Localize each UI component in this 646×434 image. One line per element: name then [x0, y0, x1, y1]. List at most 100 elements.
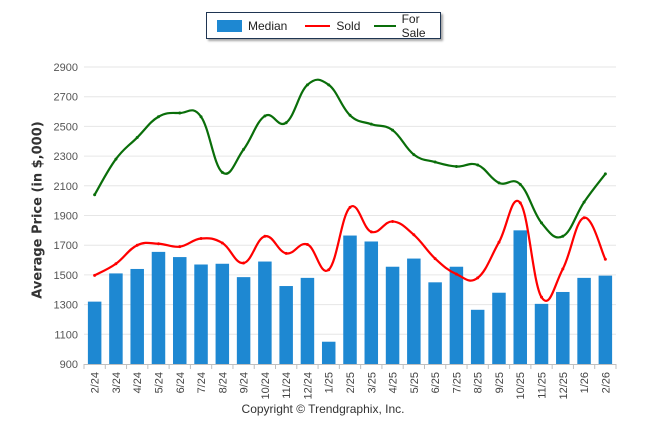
x-tick-label: 10/25 [515, 372, 527, 400]
bar-median [534, 303, 549, 364]
x-tick-label: 2/25 [345, 372, 357, 393]
point-for-sale [369, 122, 373, 126]
point-for-sale [156, 115, 160, 119]
line-series [93, 78, 607, 302]
point-for-sale [561, 234, 565, 238]
gridlines [84, 66, 616, 335]
bar-median [258, 261, 272, 364]
x-tick-label: 5/25 [409, 372, 421, 393]
point-sold [305, 242, 309, 246]
bar-median [321, 341, 336, 364]
x-tick-label: 8/24 [217, 372, 229, 393]
point-for-sale [242, 147, 246, 151]
x-tick-label: 1/25 [324, 372, 336, 393]
point-for-sale [348, 113, 352, 117]
y-tick-label: 2300 [54, 151, 78, 163]
point-for-sale [412, 153, 416, 157]
y-tick-label: 2500 [54, 121, 78, 133]
point-sold [220, 241, 224, 245]
legend-item-sold[interactable]: Sold [305, 19, 360, 33]
y-tick-label: 1900 [54, 211, 78, 223]
point-sold [93, 273, 97, 277]
bar-median [194, 264, 208, 364]
bar-median [428, 282, 442, 364]
x-tick-label: 9/25 [494, 372, 506, 393]
point-for-sale [476, 163, 480, 167]
x-tick-label: 2/24 [90, 372, 102, 393]
point-for-sale [178, 111, 182, 115]
bar-median [236, 277, 251, 364]
x-tick-label: 8/25 [473, 372, 485, 393]
point-sold [454, 272, 458, 276]
point-sold [497, 240, 501, 244]
x-tick-label: 4/25 [388, 372, 400, 393]
x-tick-label: 11/24 [281, 372, 293, 399]
point-for-sale [220, 170, 224, 174]
point-sold [156, 242, 160, 246]
point-for-sale [199, 115, 203, 119]
y-tick-label: 1500 [54, 270, 78, 282]
point-sold [561, 267, 565, 271]
for-sale-swatch-icon [374, 24, 396, 27]
point-for-sale [114, 157, 118, 161]
point-for-sale [305, 83, 309, 87]
x-tick-label: 1/26 [579, 372, 591, 393]
point-for-sale [327, 83, 331, 87]
bar-median [215, 263, 230, 364]
point-sold [603, 257, 607, 261]
point-sold [327, 268, 331, 272]
point-sold [540, 295, 544, 299]
point-sold [412, 233, 416, 237]
y-tick-label: 2900 [54, 62, 78, 74]
bar-median [364, 241, 379, 364]
bar-median [449, 266, 464, 364]
legend-label-median: Median [248, 18, 288, 33]
median-swatch-icon [217, 19, 242, 32]
point-for-sale [433, 160, 437, 164]
bar-median [513, 230, 527, 364]
point-sold [518, 201, 522, 205]
bar-median [151, 251, 166, 364]
bar-median [343, 235, 357, 364]
point-sold [348, 205, 352, 209]
y-tick-label: 1300 [54, 300, 78, 312]
bar-median [279, 286, 293, 364]
point-sold [369, 230, 373, 234]
bar-median [598, 275, 613, 364]
x-tick-label: 2/26 [600, 372, 612, 393]
x-tick-label: 3/25 [366, 372, 378, 393]
x-tick-label: 12/24 [302, 372, 314, 400]
x-tick-label: 11/25 [537, 372, 549, 399]
bar-median [407, 258, 421, 364]
legend: Median Sold For Sale [206, 12, 441, 40]
point-sold [433, 257, 437, 261]
legend-label-for-sale: For Sale [401, 11, 426, 40]
bar-median [385, 266, 400, 364]
bar-median [109, 273, 123, 364]
point-sold [178, 245, 182, 249]
x-tick-label: 9/24 [239, 372, 251, 393]
legend-item-for-sale[interactable]: For Sale [374, 12, 440, 40]
x-tick-label: 7/25 [451, 372, 463, 393]
y-tick-label: 1700 [54, 240, 78, 252]
point-for-sale [603, 172, 607, 176]
point-for-sale [263, 114, 267, 118]
x-tick-label: 5/24 [153, 372, 165, 393]
bar-median [556, 291, 570, 364]
x-tick-label: 6/24 [175, 372, 187, 393]
line-for-sale [93, 78, 607, 239]
x-tick-label: 10/24 [260, 372, 272, 400]
x-tick-label: 3/24 [111, 372, 123, 393]
point-sold [284, 251, 288, 255]
median-bars [87, 230, 613, 364]
point-sold [582, 216, 586, 220]
bar-median [470, 309, 485, 364]
legend-item-median[interactable]: Median [217, 19, 287, 33]
y-tick-label: 900 [60, 359, 78, 371]
point-for-sale [93, 193, 97, 197]
legend-label-sold: Sold [336, 18, 361, 33]
point-sold [242, 261, 246, 265]
bar-median [87, 301, 102, 364]
x-tick-label: 12/25 [558, 372, 570, 400]
